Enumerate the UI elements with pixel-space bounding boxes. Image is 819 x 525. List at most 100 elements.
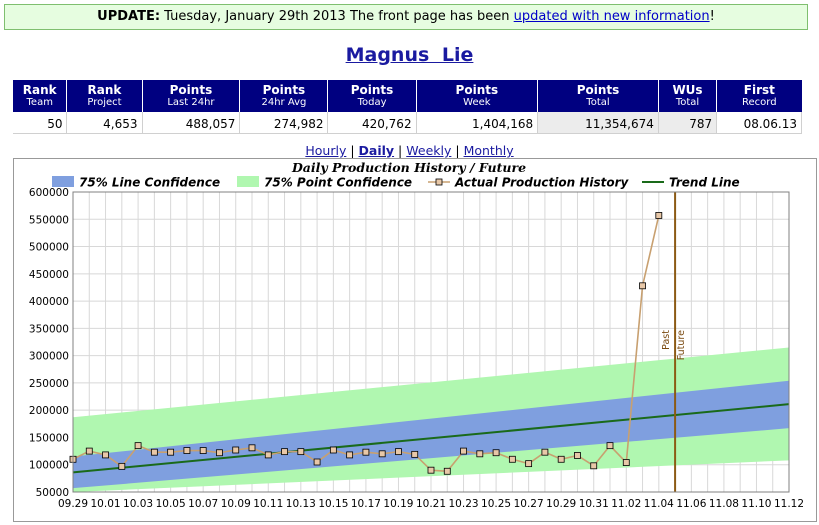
x-tick-label: 09.29 xyxy=(58,498,88,510)
value-wus-total: 787 xyxy=(658,112,718,134)
y-tick-label: 200000 xyxy=(29,405,69,417)
header-sub: Record xyxy=(742,96,777,108)
header-rank-team: Rank Team xyxy=(13,80,68,112)
x-tick-label: 11.08 xyxy=(709,498,739,510)
actual-data-point xyxy=(525,460,533,468)
y-tick-label: 400000 xyxy=(29,296,69,308)
x-tick-label: 11.04 xyxy=(644,498,674,510)
chart-legend: 75% Line Confidence 75% Point Confidence A… xyxy=(52,176,740,190)
header-points-week: Points Week xyxy=(416,80,539,112)
y-tick-label: 300000 xyxy=(29,351,69,363)
stats-value-row: 50 4,653 488,057 274,982 420,762 1,404,1… xyxy=(13,112,802,134)
header-wus-total: WUs Total xyxy=(658,80,718,112)
x-tick-label: 10.19 xyxy=(383,498,413,510)
stats-header-row: Rank Team Rank Project Points Last 24hr Poi… xyxy=(13,80,802,112)
header-first-record: First Record xyxy=(716,80,802,112)
chart-lines: Past Future xyxy=(69,192,790,492)
header-sub: Today xyxy=(357,96,387,108)
header-title: Rank xyxy=(87,82,122,97)
value-points-week: 1,404,168 xyxy=(416,112,539,134)
x-tick-label: 10.25 xyxy=(481,498,511,510)
actual-data-point xyxy=(476,450,484,458)
header-sub: Last 24hr xyxy=(167,96,215,108)
nav-hourly-link[interactable]: Hourly xyxy=(305,143,347,158)
actual-data-point xyxy=(411,450,419,458)
header-rank-project: Rank Project xyxy=(66,80,143,112)
nav-separator: | xyxy=(350,143,355,158)
value-points-total: 11,354,674 xyxy=(537,112,659,134)
actual-data-point xyxy=(264,451,272,459)
nav-daily-link[interactable]: Daily xyxy=(358,143,395,158)
actual-data-point xyxy=(622,459,630,466)
update-banner: UPDATE: Tuesday, January 29th 2013 The f… xyxy=(4,4,808,30)
actual-data-point xyxy=(297,448,305,456)
user-name-title[interactable]: Magnus Lie xyxy=(345,44,474,66)
nav-monthly-link[interactable]: Monthly xyxy=(463,143,514,158)
y-tick-label: 350000 xyxy=(29,323,69,335)
actual-data-point xyxy=(508,455,516,463)
nav-separator: | xyxy=(398,143,403,158)
header-title: Rank xyxy=(22,82,57,97)
value-rank-team: 50 xyxy=(13,112,68,134)
value-points-today: 420,762 xyxy=(327,112,417,134)
actual-data-point xyxy=(118,462,126,470)
legend-label: Actual Production History xyxy=(454,176,630,190)
x-tick-label: 10.03 xyxy=(123,498,153,510)
x-tick-label: 10.05 xyxy=(156,498,186,510)
chart-title: Daily Production History / Future xyxy=(291,160,526,175)
header-title: Points xyxy=(576,82,620,97)
actual-data-point xyxy=(541,448,549,456)
chart-frame xyxy=(13,158,817,522)
legend-swatch xyxy=(237,176,259,187)
x-tick-label: 11.12 xyxy=(774,498,804,510)
actual-data-point xyxy=(557,455,565,463)
actual-data-point xyxy=(248,444,256,452)
actual-data-point xyxy=(216,449,223,457)
divider-label: Past xyxy=(661,330,672,350)
header-sub: 24hr Avg xyxy=(261,96,307,108)
x-tick-label: 10.27 xyxy=(514,498,544,510)
trend-line xyxy=(72,403,790,474)
actual-data-point xyxy=(443,467,451,475)
y-tick-label: 550000 xyxy=(29,214,69,226)
actual-data-point xyxy=(150,448,158,456)
x-tick-label: 10.07 xyxy=(188,498,218,510)
header-points-today: Points Today xyxy=(327,80,417,112)
legend-marker xyxy=(435,178,443,186)
y-tick-label: 600000 xyxy=(29,187,69,199)
header-sub: Team xyxy=(26,96,53,108)
header-title: Points xyxy=(262,82,306,97)
value-rank-project: 4,653 xyxy=(66,112,143,134)
actual-data-point xyxy=(134,442,142,450)
actual-data-point xyxy=(655,212,663,219)
x-tick-label: 11.06 xyxy=(676,498,706,510)
line-confidence-band xyxy=(73,380,789,489)
header-title: WUs xyxy=(672,82,703,97)
header-sub: Total xyxy=(675,96,700,108)
plot-border xyxy=(72,191,790,493)
update-link[interactable]: updated with new information xyxy=(513,9,710,24)
actual-data-point xyxy=(232,446,240,454)
header-title: Points xyxy=(350,82,394,97)
nav-weekly-link[interactable]: Weekly xyxy=(406,143,452,158)
chart-axes: 50000 100000 150000 200000 250000 300000 35000… xyxy=(29,187,804,510)
x-tick-label: 10.17 xyxy=(351,498,381,510)
y-tick-label: 250000 xyxy=(29,378,69,390)
x-tick-label: 10.31 xyxy=(579,498,609,510)
update-prefix: UPDATE: xyxy=(97,9,161,24)
x-tick-label: 11.02 xyxy=(611,498,641,510)
y-tick-label: 50000 xyxy=(36,487,69,499)
header-points-24hr: Points Last 24hr xyxy=(142,80,241,112)
legend-label: 75% Point Confidence xyxy=(264,176,412,190)
x-tick-label: 11.10 xyxy=(741,498,771,510)
actual-data-point xyxy=(85,447,93,455)
actual-data-point xyxy=(492,449,500,457)
y-tick-label: 500000 xyxy=(29,242,69,254)
actual-data-point xyxy=(574,452,581,459)
header-sub: Week xyxy=(463,96,491,108)
value-points-avg: 274,982 xyxy=(239,112,329,134)
actual-data-point xyxy=(639,282,646,290)
interval-nav: Hourly | Daily | Weekly | Monthly xyxy=(0,143,819,158)
x-tick-label: 10.15 xyxy=(318,498,348,510)
x-tick-label: 10.29 xyxy=(546,498,576,510)
